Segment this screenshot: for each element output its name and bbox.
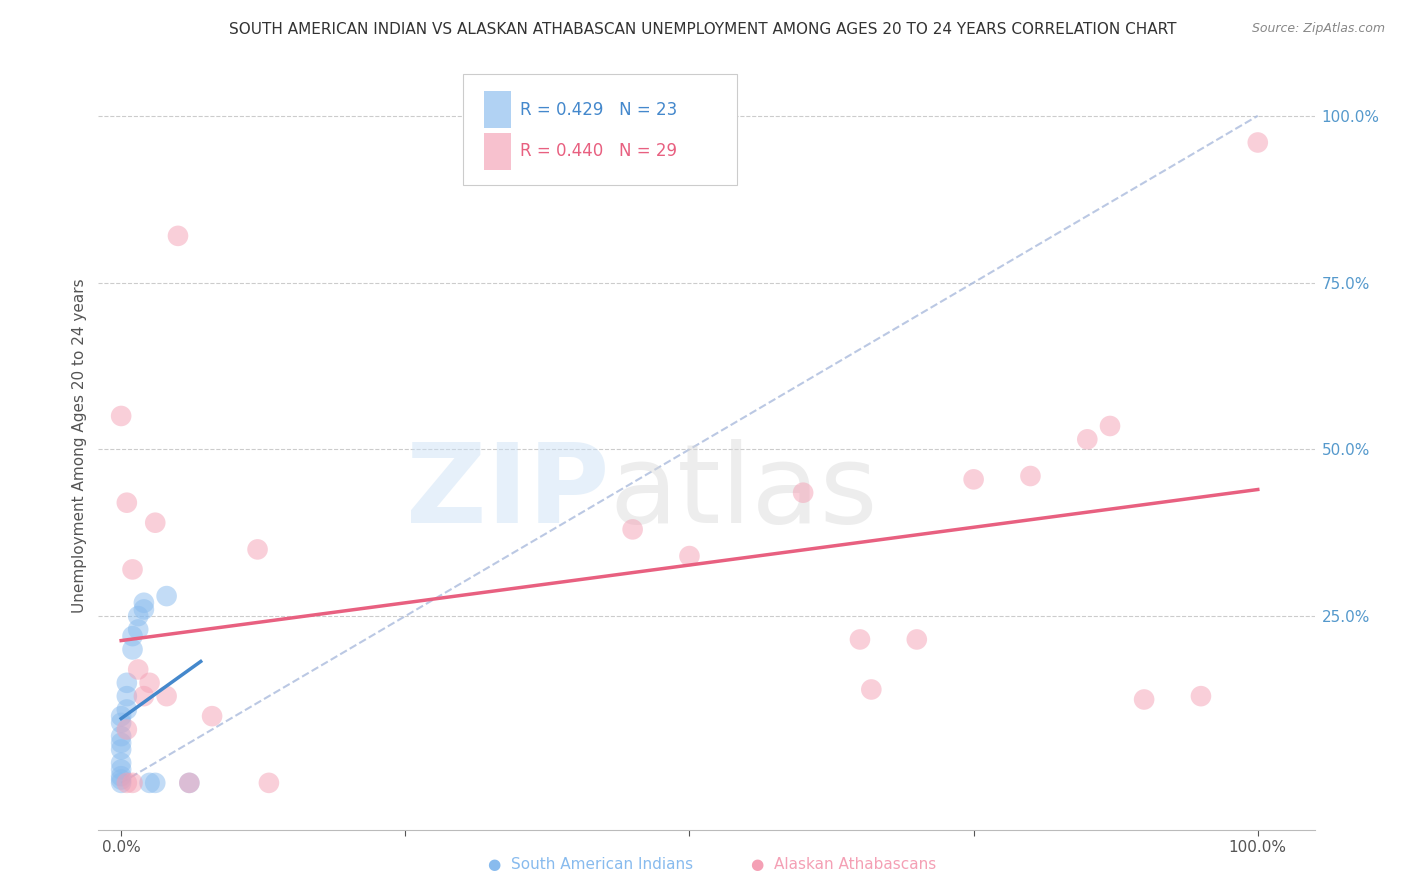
Point bbox=[132, 689, 155, 703]
Point bbox=[121, 562, 143, 576]
Point bbox=[121, 629, 143, 643]
Point bbox=[962, 472, 984, 486]
Point bbox=[121, 776, 143, 790]
Point bbox=[792, 485, 814, 500]
Point bbox=[110, 409, 132, 423]
Point bbox=[110, 709, 132, 723]
Point bbox=[201, 709, 224, 723]
Point bbox=[860, 682, 883, 697]
Point bbox=[1247, 136, 1270, 150]
Bar bbox=[484, 91, 510, 128]
Point bbox=[156, 589, 179, 603]
Point bbox=[138, 776, 160, 790]
Point bbox=[115, 702, 138, 716]
Point bbox=[1098, 419, 1121, 434]
Point bbox=[110, 742, 132, 756]
Point bbox=[110, 756, 132, 770]
Text: R = 0.440   N = 29: R = 0.440 N = 29 bbox=[520, 142, 678, 160]
Point bbox=[127, 609, 149, 624]
Point bbox=[110, 776, 132, 790]
Point bbox=[257, 776, 280, 790]
Text: ZIP: ZIP bbox=[406, 439, 609, 546]
Text: ●  South American Indians: ● South American Indians bbox=[488, 857, 693, 872]
Point bbox=[121, 642, 143, 657]
Point bbox=[115, 723, 138, 737]
Point bbox=[127, 623, 149, 637]
Point bbox=[110, 769, 132, 783]
Point bbox=[110, 736, 132, 750]
Point bbox=[143, 516, 166, 530]
Text: R = 0.429   N = 23: R = 0.429 N = 23 bbox=[520, 101, 678, 119]
Point bbox=[156, 689, 179, 703]
Point bbox=[621, 522, 644, 536]
Point bbox=[905, 632, 928, 647]
Point bbox=[143, 776, 166, 790]
Point bbox=[179, 776, 201, 790]
Point bbox=[1019, 469, 1042, 483]
Point bbox=[115, 776, 138, 790]
Text: atlas: atlas bbox=[609, 439, 877, 546]
Point bbox=[132, 602, 155, 616]
Text: ●  Alaskan Athabascans: ● Alaskan Athabascans bbox=[751, 857, 936, 872]
Point bbox=[246, 542, 269, 557]
Point bbox=[1189, 689, 1212, 703]
Point bbox=[132, 596, 155, 610]
Point bbox=[110, 763, 132, 777]
Point bbox=[110, 729, 132, 743]
Point bbox=[115, 689, 138, 703]
Point bbox=[179, 776, 201, 790]
Text: SOUTH AMERICAN INDIAN VS ALASKAN ATHABASCAN UNEMPLOYMENT AMONG AGES 20 TO 24 YEA: SOUTH AMERICAN INDIAN VS ALASKAN ATHABAS… bbox=[229, 22, 1177, 37]
Point bbox=[127, 663, 149, 677]
Point bbox=[115, 675, 138, 690]
Point bbox=[167, 228, 190, 243]
Point bbox=[678, 549, 700, 563]
Text: Source: ZipAtlas.com: Source: ZipAtlas.com bbox=[1251, 22, 1385, 36]
FancyBboxPatch shape bbox=[464, 74, 737, 186]
Point bbox=[110, 772, 132, 787]
Point bbox=[115, 496, 138, 510]
Bar bbox=[484, 133, 510, 169]
Point bbox=[849, 632, 872, 647]
Point bbox=[1133, 692, 1156, 706]
Point bbox=[138, 675, 160, 690]
Point bbox=[110, 715, 132, 730]
Y-axis label: Unemployment Among Ages 20 to 24 years: Unemployment Among Ages 20 to 24 years bbox=[72, 278, 87, 614]
Point bbox=[1076, 433, 1098, 447]
